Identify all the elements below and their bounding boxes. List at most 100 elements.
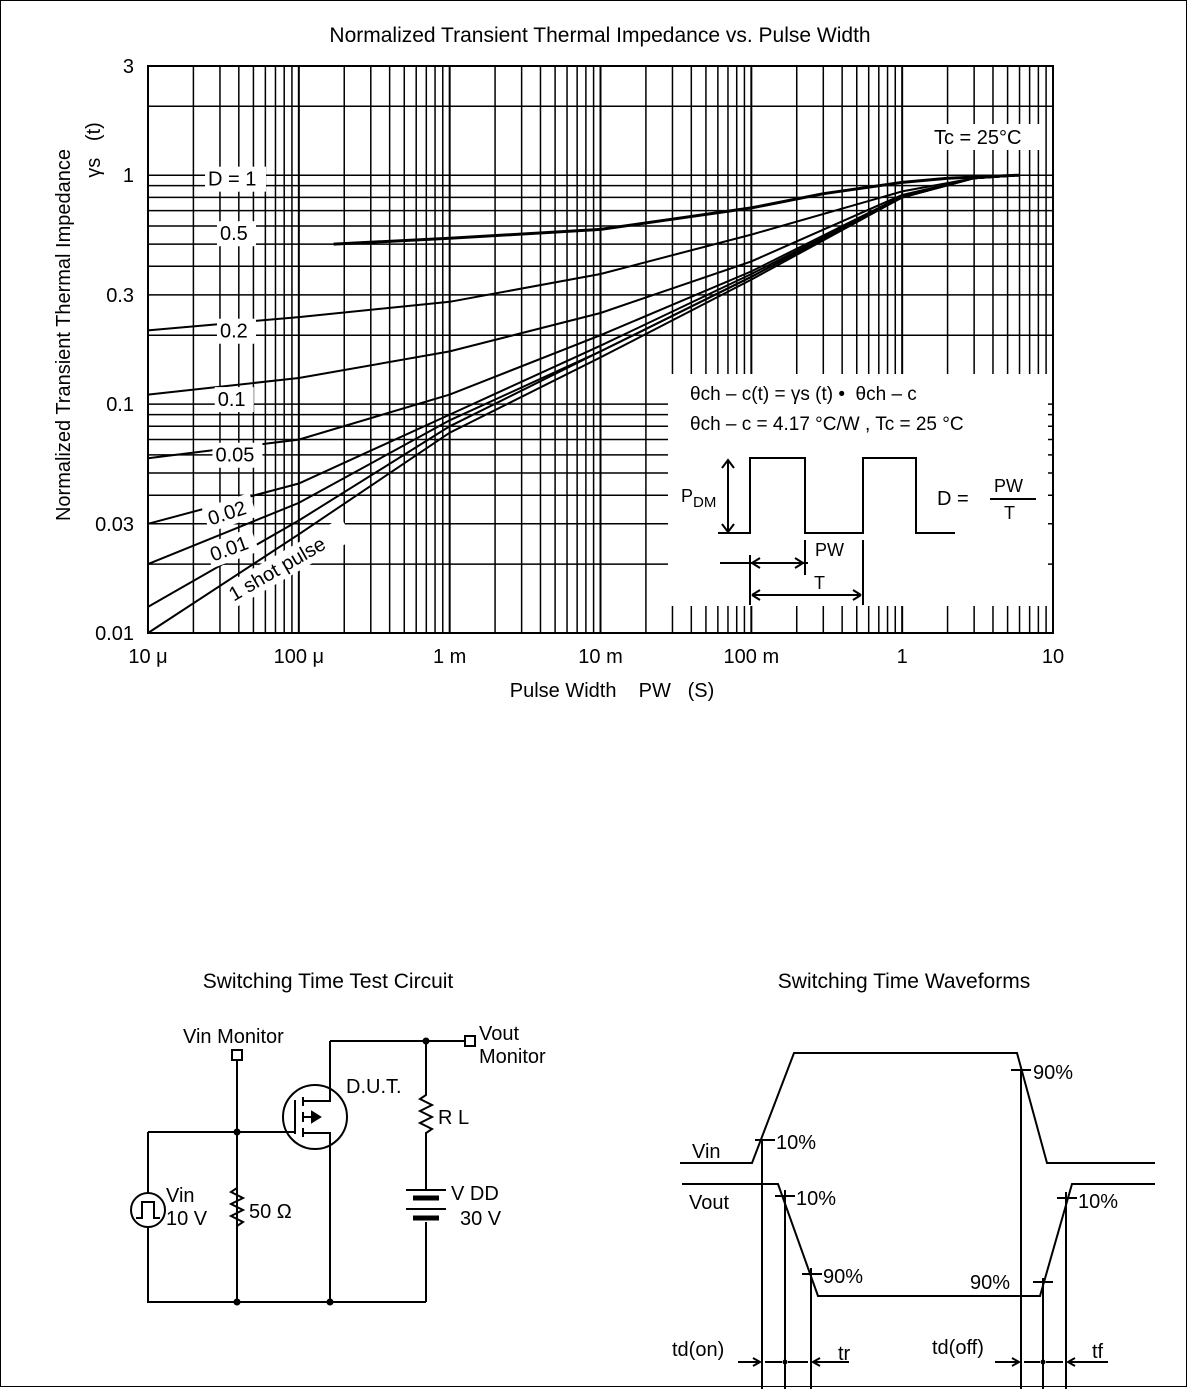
series-line <box>147 174 1020 332</box>
series-label-group: 0.05 <box>212 442 263 468</box>
duty-numerator: PW <box>994 476 1023 496</box>
junction-dots <box>233 1037 430 1306</box>
td-off-label: td(off) <box>932 1337 984 1359</box>
y-tick-label: 0.1 <box>106 394 134 416</box>
waveform-traces <box>680 1052 1155 1389</box>
test-circuit: Switching Time Test Circuit Vin Monitor … <box>130 970 546 1306</box>
vout-monitor-label-1: Vout <box>479 1023 519 1045</box>
circuit-wires <box>147 1040 466 1303</box>
y-tick-label: 1 <box>123 165 134 187</box>
series-label-bg <box>212 442 263 468</box>
termination-resistor <box>228 1180 246 1234</box>
y-tick-label: 3 <box>123 56 134 78</box>
thermal-impedance-chart: Normalized Transient Thermal Impedance v… <box>53 24 1064 702</box>
vin-source-label: Vin <box>166 1185 195 1207</box>
series-label-bg <box>201 492 258 533</box>
x-tick-label: 10 μ <box>128 646 167 668</box>
x-tick-label: 10 <box>1042 646 1064 668</box>
vin-wave-label: Vin <box>692 1141 721 1163</box>
mosfet-symbol <box>282 1084 348 1155</box>
series-label-group: 0.02 <box>201 492 258 533</box>
pct-10-vout-right: 10% <box>1078 1191 1118 1213</box>
series-label-group: 0.01 <box>203 527 260 569</box>
load-resistor <box>417 1085 435 1146</box>
y-axis-label-symbol: γs (t) <box>83 122 105 178</box>
duty-denominator: T <box>1004 503 1015 523</box>
t-arrow <box>749 540 864 605</box>
series-label-group: 0.5 <box>216 221 256 247</box>
timing-verticals <box>761 1070 1067 1389</box>
series-line <box>147 174 1020 634</box>
duty-label: D = <box>937 488 969 510</box>
pct-90-vout-left: 90% <box>823 1266 863 1288</box>
pct-10-vout-left: 10% <box>796 1188 836 1210</box>
pct-90-vout-right: 90% <box>970 1272 1010 1294</box>
circuit-title: Switching Time Test Circuit <box>203 970 454 993</box>
pdm-label: PDM <box>681 486 716 511</box>
series-label-bg <box>221 517 354 609</box>
t-label: T <box>814 573 825 593</box>
series-label-bg <box>216 318 256 344</box>
switching-waveforms: Switching Time Waveforms Vin Vout 90% 10… <box>672 970 1155 1389</box>
formula-line-2: θch – c = 4.17 °C/W , Tc = 25 °C <box>690 414 964 435</box>
vin-monitor-label: Vin Monitor <box>183 1026 284 1048</box>
series-label-bg <box>203 527 260 569</box>
series-label-bg <box>216 221 256 247</box>
pct-10-vin: 10% <box>776 1132 816 1154</box>
vin-source-value: 10 V <box>166 1208 208 1230</box>
x-tick-label: 1 <box>897 646 908 668</box>
series-label-group: D = 1 <box>205 166 267 192</box>
inset-box: θch – c(t) = γs (t) • θch – c θch – c = … <box>668 374 1048 606</box>
percent-ticks <box>755 1069 1077 1283</box>
x-tick-label: 100 μ <box>274 646 324 668</box>
y-axis-label: Normalized Transient Thermal Impedance <box>53 149 75 521</box>
vdd-battery <box>406 1189 446 1221</box>
pw-label: PW <box>815 540 844 560</box>
timing-arrows <box>738 1357 1108 1367</box>
vout-monitor-label-2: Monitor <box>479 1046 546 1068</box>
td-on-label: td(on) <box>672 1339 724 1361</box>
chart-series <box>147 173 1020 634</box>
vout-monitor-terminal <box>464 1035 476 1047</box>
y-tick-label: 0.3 <box>106 285 134 307</box>
series-line <box>333 173 1020 246</box>
y-tick-label: 0.01 <box>95 623 134 645</box>
x-tick-label: 10 m <box>578 646 622 668</box>
vin-trace <box>680 1052 1155 1164</box>
pulse-train <box>718 457 955 534</box>
y-tick-label: 0.03 <box>95 514 134 536</box>
dut-label: D.U.T. <box>346 1076 402 1098</box>
series-label-group: 0.1 <box>214 387 254 413</box>
timing-dots <box>782 1359 1046 1365</box>
pct-90-top: 90% <box>1033 1062 1073 1084</box>
condition-label: Tc = 25°C <box>934 127 1021 149</box>
series-label: 0.2 <box>220 321 248 343</box>
r50-label: 50 Ω <box>249 1201 292 1223</box>
rl-label: R L <box>438 1107 469 1129</box>
series-label: 0.5 <box>220 223 248 245</box>
tr-label: tr <box>838 1343 851 1365</box>
vdd-value: 30 V <box>460 1208 502 1230</box>
plot-border <box>147 65 1054 634</box>
series-line <box>147 174 1020 396</box>
series-label: 0.1 <box>218 389 246 411</box>
series-label: D = 1 <box>208 169 256 191</box>
condition-label-bg <box>930 124 1042 150</box>
waveforms-title: Switching Time Waveforms <box>778 970 1030 993</box>
series-label: 0.05 <box>215 445 254 467</box>
series-label-bg <box>214 387 254 413</box>
pw-arrow <box>720 540 808 575</box>
tf-label: tf <box>1092 1341 1104 1363</box>
series-label-bg <box>205 166 267 192</box>
series-labels: D = 10.50.20.10.050.020.011 shot pulse <box>201 166 354 609</box>
x-axis-label: Pulse Width PW (S) <box>510 680 714 702</box>
x-tick-labels: 10 μ 100 μ 1 m 10 m 100 m 1 10 <box>128 646 1064 668</box>
pulse-source <box>130 1192 166 1228</box>
formula-line-1: θch – c(t) = γs (t) • θch – c <box>690 384 917 405</box>
chart-title: Normalized Transient Thermal Impedance v… <box>329 24 870 47</box>
x-tick-label: 1 m <box>433 646 466 668</box>
x-tick-label: 100 m <box>724 646 780 668</box>
vin-monitor-terminal <box>231 1049 243 1061</box>
